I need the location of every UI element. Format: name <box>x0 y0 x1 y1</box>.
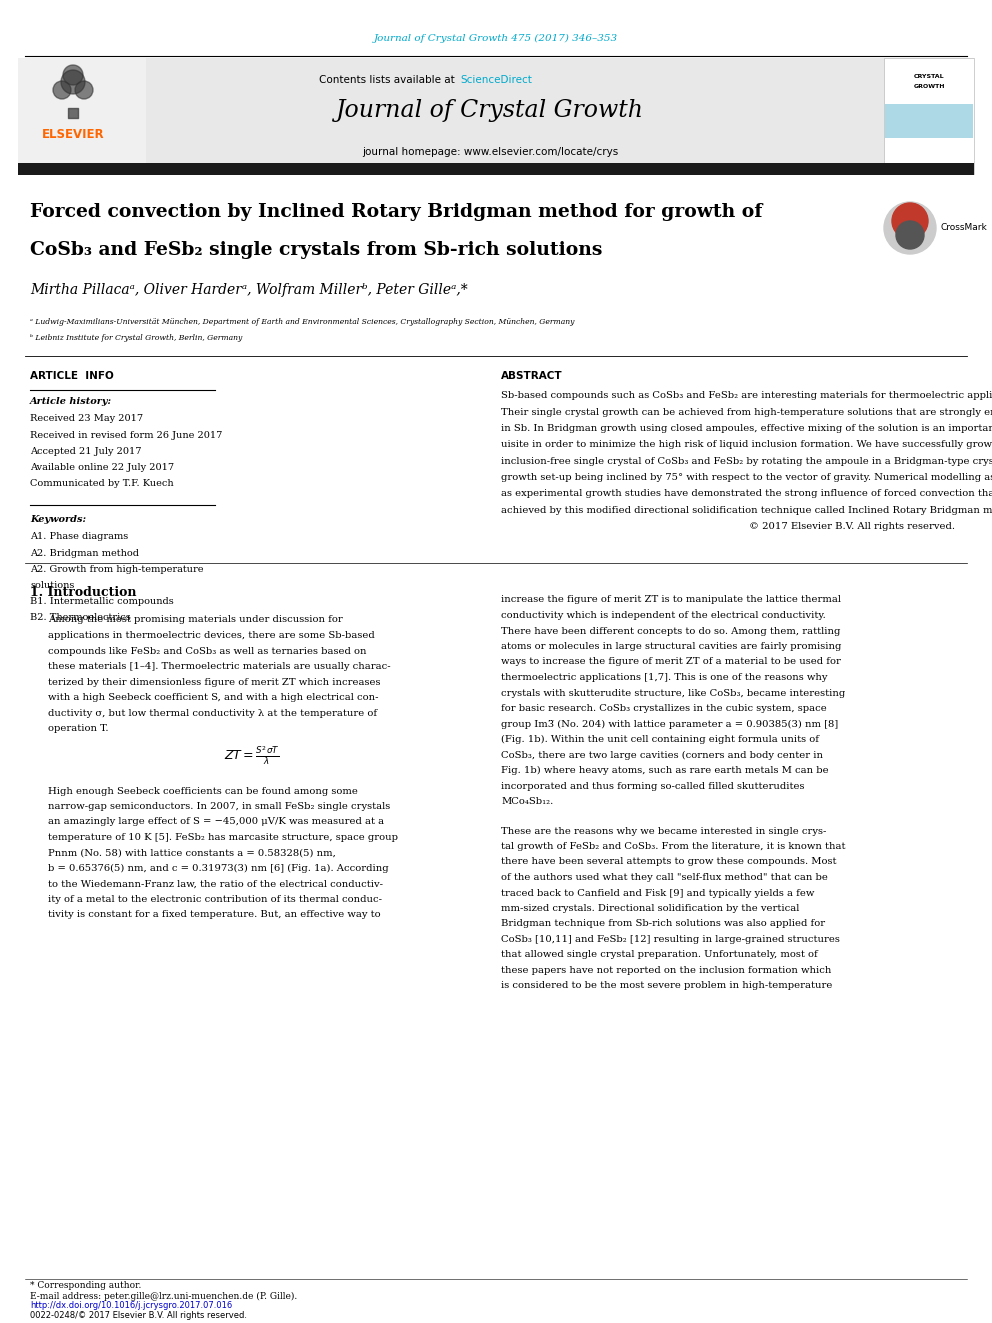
Text: in Sb. In Bridgman growth using closed ampoules, effective mixing of the solutio: in Sb. In Bridgman growth using closed a… <box>501 425 992 433</box>
Text: with a high Seebeck coefficient S, and with a high electrical con-: with a high Seebeck coefficient S, and w… <box>48 693 379 703</box>
Text: journal homepage: www.elsevier.com/locate/crys: journal homepage: www.elsevier.com/locat… <box>362 147 618 157</box>
Text: group Im3̅ (No. 204) with lattice parameter a = 0.90385(3) nm [8]: group Im3̅ (No. 204) with lattice parame… <box>501 720 838 729</box>
Text: These are the reasons why we became interested in single crys-: These are the reasons why we became inte… <box>501 827 826 836</box>
Circle shape <box>75 81 93 99</box>
Text: terized by their dimensionless figure of merit ZT which increases: terized by their dimensionless figure of… <box>48 677 381 687</box>
Text: There have been different concepts to do so. Among them, rattling: There have been different concepts to do… <box>501 627 840 635</box>
Text: Their single crystal growth can be achieved from high-temperature solutions that: Their single crystal growth can be achie… <box>501 407 992 417</box>
Text: these materials [1–4]. Thermoelectric materials are usually charac-: these materials [1–4]. Thermoelectric ma… <box>48 662 391 671</box>
Text: an amazingly large effect of S = −45,000 μV/K was measured at a: an amazingly large effect of S = −45,000… <box>48 818 384 827</box>
Text: there have been several attempts to grow these compounds. Most: there have been several attempts to grow… <box>501 857 836 867</box>
Text: http://dx.doi.org/10.1016/j.jcrysgro.2017.07.016: http://dx.doi.org/10.1016/j.jcrysgro.201… <box>30 1302 232 1311</box>
Text: thermoelectric applications [1,7]. This is one of the reasons why: thermoelectric applications [1,7]. This … <box>501 673 827 681</box>
Circle shape <box>53 81 71 99</box>
Text: High enough Seebeck coefficients can be found among some: High enough Seebeck coefficients can be … <box>48 786 358 795</box>
Text: compounds like FeSb₂ and CoSb₃ as well as ternaries based on: compounds like FeSb₂ and CoSb₃ as well a… <box>48 647 366 655</box>
Text: ᵃ Ludwig-Maximilians-Universität München, Department of Earth and Environmental : ᵃ Ludwig-Maximilians-Universität München… <box>30 318 574 325</box>
Text: achieved by this modified directional solidification technique called Inclined R: achieved by this modified directional so… <box>501 505 992 515</box>
Text: Sb-based compounds such as CoSb₃ and FeSb₂ are interesting materials for thermoe: Sb-based compounds such as CoSb₃ and FeS… <box>501 392 992 401</box>
Text: Journal of Crystal Growth: Journal of Crystal Growth <box>336 98 644 122</box>
Text: is considered to be the most severe problem in high-temperature: is considered to be the most severe prob… <box>501 982 832 991</box>
Text: these papers have not reported on the inclusion formation which: these papers have not reported on the in… <box>501 966 831 975</box>
Text: GROWTH: GROWTH <box>914 83 944 89</box>
Text: narrow-gap semiconductors. In 2007, in small FeSb₂ single crystals: narrow-gap semiconductors. In 2007, in s… <box>48 802 390 811</box>
Text: A2. Growth from high-temperature: A2. Growth from high-temperature <box>30 565 203 574</box>
Text: Forced convection by Inclined Rotary Bridgman method for growth of: Forced convection by Inclined Rotary Bri… <box>30 202 763 221</box>
Text: A1. Phase diagrams: A1. Phase diagrams <box>30 532 128 541</box>
Text: Keywords:: Keywords: <box>30 516 86 524</box>
Text: as experimental growth studies have demonstrated the strong influence of forced : as experimental growth studies have demo… <box>501 490 992 499</box>
Text: MCo₄Sb₁₂.: MCo₄Sb₁₂. <box>501 796 554 806</box>
Circle shape <box>884 202 936 254</box>
Text: * Corresponding author.: * Corresponding author. <box>30 1282 142 1290</box>
Text: Available online 22 July 2017: Available online 22 July 2017 <box>30 463 175 472</box>
Text: ity of a metal to the electronic contribution of its thermal conduc-: ity of a metal to the electronic contrib… <box>48 894 382 904</box>
Text: atoms or molecules in large structural cavities are fairly promising: atoms or molecules in large structural c… <box>501 642 841 651</box>
Text: CoSb₃, there are two large cavities (corners and body center in: CoSb₃, there are two large cavities (cor… <box>501 750 823 759</box>
Text: increase the figure of merit ZT is to manipulate the lattice thermal: increase the figure of merit ZT is to ma… <box>501 595 841 605</box>
Text: mm-sized crystals. Directional solidification by the vertical: mm-sized crystals. Directional solidific… <box>501 904 800 913</box>
Text: b = 0.65376(5) nm, and c = 0.31973(3) nm [6] (Fig. 1a). According: b = 0.65376(5) nm, and c = 0.31973(3) nm… <box>48 864 389 873</box>
Text: CoSb₃ and FeSb₂ single crystals from Sb-rich solutions: CoSb₃ and FeSb₂ single crystals from Sb-… <box>30 241 602 259</box>
Text: B1. Intermetallic compounds: B1. Intermetallic compounds <box>30 597 174 606</box>
Circle shape <box>63 65 83 85</box>
Text: $ZT = \frac{S^2\sigma T}{\lambda}$: $ZT = \frac{S^2\sigma T}{\lambda}$ <box>224 745 280 767</box>
Text: (Fig. 1b). Within the unit cell containing eight formula units of: (Fig. 1b). Within the unit cell containi… <box>501 736 819 744</box>
Text: tivity is constant for a fixed temperature. But, an effective way to: tivity is constant for a fixed temperatu… <box>48 910 381 919</box>
Text: 0022-0248/© 2017 Elsevier B.V. All rights reserved.: 0022-0248/© 2017 Elsevier B.V. All right… <box>30 1311 247 1319</box>
Text: traced back to Canfield and Fisk [9] and typically yields a few: traced back to Canfield and Fisk [9] and… <box>501 889 814 897</box>
Text: Mirtha Pillacaᵃ, Oliver Harderᵃ, Wolfram Millerᵇ, Peter Gilleᵃ,*: Mirtha Pillacaᵃ, Oliver Harderᵃ, Wolfram… <box>30 283 468 296</box>
Text: Pnnm (No. 58) with lattice constants a = 0.58328(5) nm,: Pnnm (No. 58) with lattice constants a =… <box>48 848 336 857</box>
Text: Journal of Crystal Growth 475 (2017) 346–353: Journal of Crystal Growth 475 (2017) 346… <box>374 33 618 42</box>
Text: inclusion-free single crystal of CoSb₃ and FeSb₂ by rotating the ampoule in a Br: inclusion-free single crystal of CoSb₃ a… <box>501 456 992 466</box>
Text: temperature of 10 K [5]. FeSb₂ has marcasite structure, space group: temperature of 10 K [5]. FeSb₂ has marca… <box>48 833 398 841</box>
Text: growth set-up being inclined by 75° with respect to the vector of gravity. Numer: growth set-up being inclined by 75° with… <box>501 474 992 482</box>
Bar <box>18 58 146 175</box>
Text: solutions: solutions <box>30 581 74 590</box>
Text: incorporated and thus forming so-called filled skutterudites: incorporated and thus forming so-called … <box>501 782 805 791</box>
Circle shape <box>892 202 928 239</box>
Text: 1. Introduction: 1. Introduction <box>30 586 137 598</box>
Text: E-mail address: peter.gille@lrz.uni-muenchen.de (P. Gille).: E-mail address: peter.gille@lrz.uni-muen… <box>30 1291 298 1301</box>
Bar <box>18 163 974 175</box>
Text: for basic research. CoSb₃ crystallizes in the cubic system, space: for basic research. CoSb₃ crystallizes i… <box>501 704 826 713</box>
Text: CoSb₃ [10,11] and FeSb₂ [12] resulting in large-grained structures: CoSb₃ [10,11] and FeSb₂ [12] resulting i… <box>501 935 840 945</box>
Bar <box>885 105 973 138</box>
Text: Received in revised form 26 June 2017: Received in revised form 26 June 2017 <box>30 431 222 439</box>
Text: tal growth of FeSb₂ and CoSb₃. From the literature, it is known that: tal growth of FeSb₂ and CoSb₃. From the … <box>501 841 845 851</box>
Text: ductivity σ, but low thermal conductivity λ at the temperature of: ductivity σ, but low thermal conductivit… <box>48 709 377 717</box>
Text: conductivity which is independent of the electrical conductivity.: conductivity which is independent of the… <box>501 611 825 620</box>
Text: Fig. 1b) where heavy atoms, such as rare earth metals M can be: Fig. 1b) where heavy atoms, such as rare… <box>501 766 828 775</box>
Text: applications in thermoelectric devices, there are some Sb-based: applications in thermoelectric devices, … <box>48 631 375 640</box>
Circle shape <box>61 70 85 94</box>
Text: to the Wiedemann-Franz law, the ratio of the electrical conductiv-: to the Wiedemann-Franz law, the ratio of… <box>48 880 383 889</box>
Text: ELSEVIER: ELSEVIER <box>42 128 104 142</box>
Text: A2. Bridgman method: A2. Bridgman method <box>30 549 139 558</box>
Text: © 2017 Elsevier B.V. All rights reserved.: © 2017 Elsevier B.V. All rights reserved… <box>749 521 955 531</box>
Text: Article history:: Article history: <box>30 397 112 406</box>
Text: Accepted 21 July 2017: Accepted 21 July 2017 <box>30 447 142 456</box>
Text: Among the most promising materials under discussion for: Among the most promising materials under… <box>48 615 343 624</box>
Text: ways to increase the figure of merit ZT of a material to be used for: ways to increase the figure of merit ZT … <box>501 658 841 667</box>
Text: ᵇ Leibniz Institute for Crystal Growth, Berlin, Germany: ᵇ Leibniz Institute for Crystal Growth, … <box>30 333 242 343</box>
Text: Bridgman technique from Sb-rich solutions was also applied for: Bridgman technique from Sb-rich solution… <box>501 919 825 929</box>
Text: ARTICLE  INFO: ARTICLE INFO <box>30 370 114 381</box>
Text: crystals with skutterudite structure, like CoSb₃, became interesting: crystals with skutterudite structure, li… <box>501 688 845 697</box>
Text: of the authors used what they call "self-flux method" that can be: of the authors used what they call "self… <box>501 873 828 882</box>
Text: that allowed single crystal preparation. Unfortunately, most of: that allowed single crystal preparation.… <box>501 950 817 959</box>
Text: ABSTRACT: ABSTRACT <box>501 370 562 381</box>
Bar <box>18 58 974 175</box>
Circle shape <box>896 221 924 249</box>
Text: ScienceDirect: ScienceDirect <box>460 75 532 85</box>
Text: CrossMark: CrossMark <box>940 224 987 233</box>
Text: uisite in order to minimize the high risk of liquid inclusion formation. We have: uisite in order to minimize the high ris… <box>501 441 992 450</box>
Bar <box>885 62 973 102</box>
Text: B2. Thermoelectrics: B2. Thermoelectrics <box>30 614 131 623</box>
Text: CRYSTAL: CRYSTAL <box>914 74 944 78</box>
Text: operation T.: operation T. <box>48 724 108 733</box>
Text: Received 23 May 2017: Received 23 May 2017 <box>30 414 143 423</box>
Bar <box>884 58 974 175</box>
Text: Contents lists available at: Contents lists available at <box>319 75 455 85</box>
Text: Communicated by T.F. Kuech: Communicated by T.F. Kuech <box>30 479 174 488</box>
